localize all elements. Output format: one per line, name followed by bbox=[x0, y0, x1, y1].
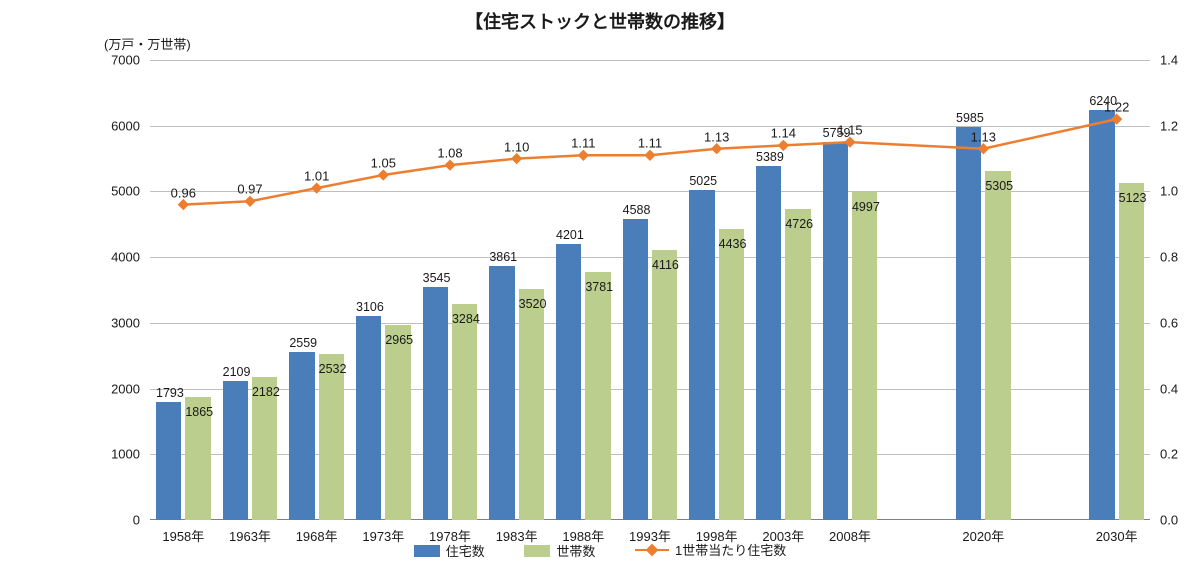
bar-group: 386135201983年 bbox=[483, 60, 550, 520]
legend-label-bar1: 住宅数 bbox=[446, 541, 485, 560]
line-label: 1.11 bbox=[571, 136, 595, 151]
bar-label: 3520 bbox=[519, 297, 544, 311]
legend: 住宅数 世帯数 1世帯当たり住宅数 bbox=[0, 540, 1200, 560]
line-label: 1.13 bbox=[971, 129, 996, 144]
bar-households: 4116 bbox=[652, 250, 677, 520]
ytick-right: 0.6 bbox=[1160, 315, 1200, 330]
bar-housing: 1793 bbox=[156, 402, 181, 520]
ytick-left: 2000 bbox=[80, 381, 140, 396]
line-label: 0.97 bbox=[237, 182, 262, 197]
bar-label: 4436 bbox=[719, 237, 744, 251]
ytick-right: 0.8 bbox=[1160, 250, 1200, 265]
bar-households: 1865 bbox=[185, 397, 210, 520]
legend-item-bar1: 住宅数 bbox=[414, 541, 485, 560]
bar-label: 2532 bbox=[319, 362, 344, 376]
bar-households: 5123 bbox=[1119, 183, 1144, 520]
bar-label: 5985 bbox=[956, 111, 981, 125]
line-label: 1.13 bbox=[704, 129, 729, 144]
ytick-right: 1.0 bbox=[1160, 184, 1200, 199]
bar-label: 2109 bbox=[223, 365, 248, 379]
chart-title: 【住宅ストックと世帯数の推移】 bbox=[0, 8, 1200, 34]
bar-group: 624051232030年 bbox=[1083, 60, 1150, 520]
bar-label: 3106 bbox=[356, 300, 381, 314]
ytick-left: 5000 bbox=[80, 184, 140, 199]
bar-label: 3545 bbox=[423, 271, 448, 285]
bar-housing: 6240 bbox=[1089, 110, 1114, 520]
ytick-left: 0 bbox=[80, 513, 140, 528]
bar-housing: 3545 bbox=[423, 287, 448, 520]
ytick-left: 6000 bbox=[80, 118, 140, 133]
bar-housing: 3106 bbox=[356, 316, 381, 520]
line-label: 1.10 bbox=[504, 139, 529, 154]
legend-label-line: 1世帯当たり住宅数 bbox=[675, 540, 786, 559]
line-label: 1.05 bbox=[371, 156, 396, 171]
ytick-right: 0.4 bbox=[1160, 381, 1200, 396]
bar-label: 5123 bbox=[1119, 191, 1144, 205]
bar-label: 1865 bbox=[185, 405, 210, 419]
bar-label: 4726 bbox=[785, 217, 810, 231]
bar-label: 4997 bbox=[852, 200, 877, 214]
bar-housing: 4201 bbox=[556, 244, 581, 520]
bar-label: 4201 bbox=[556, 228, 581, 242]
bar-label: 4116 bbox=[652, 258, 677, 272]
ytick-right: 0.0 bbox=[1160, 513, 1200, 528]
line-label: 1.01 bbox=[304, 169, 329, 184]
bar-housing: 2109 bbox=[223, 381, 248, 520]
ytick-right: 1.4 bbox=[1160, 53, 1200, 68]
ytick-left: 1000 bbox=[80, 447, 140, 462]
bar-group: 420137811988年 bbox=[550, 60, 617, 520]
bar-label: 5389 bbox=[756, 150, 781, 164]
legend-item-bar2: 世帯数 bbox=[524, 541, 595, 560]
bar-label: 5305 bbox=[985, 179, 1010, 193]
bar-label: 2965 bbox=[385, 333, 410, 347]
bar-label: 4588 bbox=[623, 203, 648, 217]
bar-housing: 5985 bbox=[956, 127, 981, 520]
bar-households: 4726 bbox=[785, 209, 810, 520]
bar-households: 5305 bbox=[985, 171, 1010, 520]
bar-label: 2182 bbox=[252, 385, 277, 399]
plot-area: 010002000300040005000600070000.00.20.40.… bbox=[150, 60, 1150, 520]
unit-label: (万戸・万世帯) bbox=[104, 34, 191, 53]
bar-housing: 5025 bbox=[689, 190, 714, 520]
bar-group: 354532841978年 bbox=[417, 60, 484, 520]
bar-households: 4436 bbox=[719, 229, 744, 521]
bar-label: 2559 bbox=[289, 336, 314, 350]
line-label: 1.14 bbox=[771, 126, 796, 141]
bar-households: 2182 bbox=[252, 377, 277, 520]
ytick-left: 7000 bbox=[80, 53, 140, 68]
bar-housing: 5389 bbox=[756, 166, 781, 520]
bar-group: 210921821963年 bbox=[217, 60, 284, 520]
line-label: 0.96 bbox=[171, 185, 196, 200]
ytick-left: 4000 bbox=[80, 250, 140, 265]
bar-label: 3781 bbox=[585, 280, 610, 294]
bar-housing: 5759 bbox=[823, 142, 848, 520]
bar-households: 4997 bbox=[852, 192, 877, 520]
line-label: 1.15 bbox=[837, 123, 862, 138]
bar-group: 458841161993年 bbox=[617, 60, 684, 520]
legend-item-line: 1世帯当たり住宅数 bbox=[635, 540, 786, 559]
line-label: 1.08 bbox=[437, 146, 462, 161]
bar-group: 255925321968年 bbox=[283, 60, 350, 520]
bar-label: 5025 bbox=[689, 174, 714, 188]
ytick-right: 0.2 bbox=[1160, 447, 1200, 462]
bar-group: 179318651958年 bbox=[150, 60, 217, 520]
bar-label: 3284 bbox=[452, 312, 477, 326]
bar-label: 1793 bbox=[156, 386, 181, 400]
bar-housing: 3861 bbox=[489, 266, 514, 520]
ytick-right: 1.2 bbox=[1160, 118, 1200, 133]
bar-households: 3781 bbox=[585, 272, 610, 520]
bar-housing: 2559 bbox=[289, 352, 314, 520]
bar-households: 3284 bbox=[452, 304, 477, 520]
bar-housing: 4588 bbox=[623, 219, 648, 520]
ytick-left: 3000 bbox=[80, 315, 140, 330]
bar-label: 3861 bbox=[489, 250, 514, 264]
bar-households: 2965 bbox=[385, 325, 410, 520]
legend-label-bar2: 世帯数 bbox=[556, 541, 595, 560]
line-label: 1.22 bbox=[1104, 100, 1129, 115]
chart-container: 【住宅ストックと世帯数の推移】 (万戸・万世帯) 010002000300040… bbox=[0, 0, 1200, 581]
bar-households: 3520 bbox=[519, 289, 544, 520]
line-label: 1.11 bbox=[638, 136, 662, 151]
bar-group: 310629651973年 bbox=[350, 60, 417, 520]
bar-households: 2532 bbox=[319, 354, 344, 520]
